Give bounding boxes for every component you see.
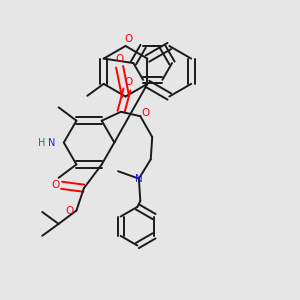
Text: O: O <box>65 206 73 215</box>
Text: N: N <box>135 174 143 184</box>
Text: O: O <box>124 77 133 87</box>
Text: N: N <box>48 138 56 148</box>
Text: O: O <box>52 180 60 190</box>
Text: O: O <box>116 54 124 64</box>
Text: O: O <box>142 108 150 118</box>
Text: O: O <box>124 34 133 44</box>
Text: H: H <box>38 138 45 148</box>
